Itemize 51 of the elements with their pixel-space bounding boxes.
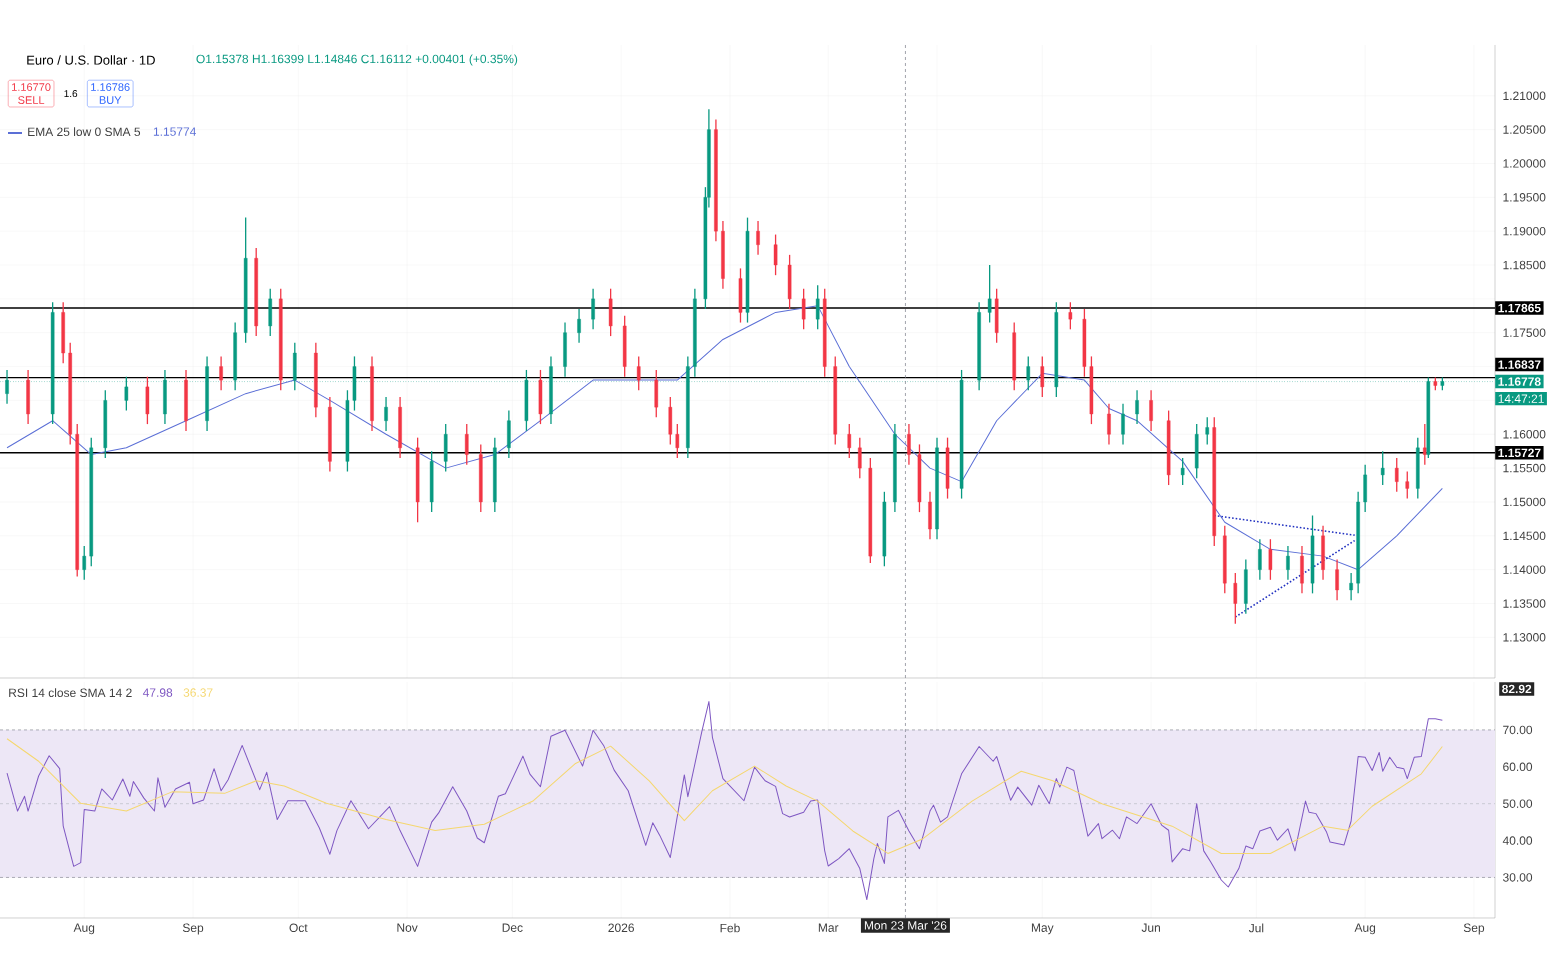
y-tick-label: 1.19500 xyxy=(1503,193,1546,202)
x-tick-label: Nov xyxy=(397,923,418,932)
text: 82.92 xyxy=(1502,684,1532,694)
x-tick-label: Feb xyxy=(720,923,740,933)
legend-label: EMA 25 low 0 SMA 5 xyxy=(28,127,141,136)
annotation: 1.15774 xyxy=(153,127,197,136)
x-tick-label: Sep xyxy=(1463,923,1485,935)
y-tick-label: 60.00 xyxy=(1503,762,1533,772)
y-tick-label: 1.20500 xyxy=(1503,125,1546,134)
y-tick-label: 1.13000 xyxy=(1503,633,1546,642)
text: O1.15378 H1.16399 L1.14846 C1.16112 +0.00401 (+0.35%) xyxy=(196,54,518,66)
y-tick-label: 1.15500 xyxy=(1503,463,1546,473)
x-tick-label: 2026 xyxy=(608,923,634,933)
y-tick-label: 1.17500 xyxy=(1503,328,1546,337)
y-tick-label: 1.13500 xyxy=(1503,599,1546,608)
x-tick-label: Dec xyxy=(502,923,523,932)
y-tick-label: 1.19000 xyxy=(1503,226,1546,236)
y-tick-label: 1.14500 xyxy=(1503,531,1546,541)
ref-line-label: 1.16778 xyxy=(1498,377,1541,386)
annotation: 1.16786 xyxy=(91,83,130,91)
y-tick-label: 1.20000 xyxy=(1503,159,1546,168)
annotation: 1.16770 xyxy=(12,83,51,91)
annotation: BUY xyxy=(99,96,122,104)
x-tick-label: Mar xyxy=(818,923,839,932)
y-tick-label: 1.14000 xyxy=(1503,565,1546,574)
ref-line-label: 1.16837 xyxy=(1498,360,1541,369)
y-tick-label: 50.00 xyxy=(1503,799,1533,808)
text: Euro / U.S. Dollar · 1D xyxy=(27,55,155,65)
y-tick-label: 1.21000 xyxy=(1503,91,1546,100)
annotation: SELL xyxy=(18,96,45,104)
annotation: 1.6 xyxy=(64,90,78,98)
annotation: 36.37 xyxy=(183,688,213,697)
ref-line-label: 1.15727 xyxy=(1498,448,1541,457)
text: 14:47:21 xyxy=(1498,394,1544,403)
annotation: 47.98 xyxy=(142,688,173,697)
x-tick-label: Aug xyxy=(1354,923,1376,935)
x-tick-label: Jun xyxy=(1141,923,1160,932)
x-tick-label: May xyxy=(1031,923,1054,935)
y-tick-label: 1.15000 xyxy=(1503,497,1546,507)
y-tick-label: 1.18500 xyxy=(1503,260,1546,270)
chart-title: RSI 14 close SMA 14 2 xyxy=(9,688,132,697)
y-tick-label: 70.00 xyxy=(1503,725,1533,735)
x-tick-label: Sep xyxy=(182,923,204,935)
y-tick-label: 30.00 xyxy=(1502,873,1533,882)
x-tick-label: Oct xyxy=(289,923,308,933)
ref-line-label: Mon 23 Mar '26 xyxy=(864,921,947,930)
x-tick-label: Aug xyxy=(73,923,95,935)
y-tick-label: 40.00 xyxy=(1502,836,1533,845)
y-tick-label: 1.16000 xyxy=(1503,430,1546,439)
ref-line-label: 1.17865 xyxy=(1498,303,1541,313)
x-tick-label: Jul xyxy=(1248,923,1264,933)
